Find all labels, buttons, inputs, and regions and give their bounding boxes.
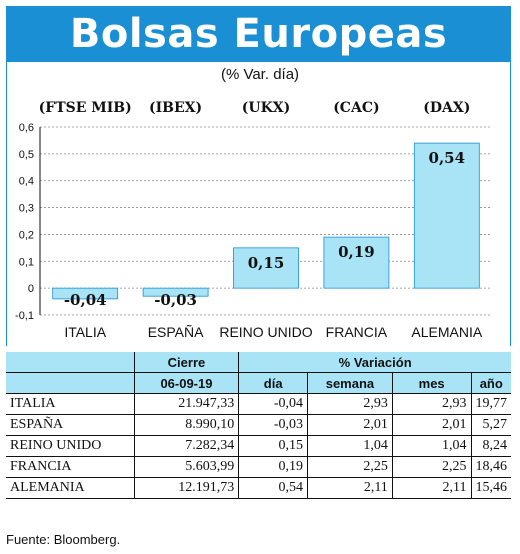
row-close: 5.603,99 xyxy=(133,456,239,478)
table-group-header-row: Cierre % Variación xyxy=(6,352,511,373)
y-tick-label: 0,5 xyxy=(19,149,34,161)
chart-frame xyxy=(6,62,511,346)
row-name: FRANCIA xyxy=(6,456,135,478)
bar xyxy=(323,236,390,289)
row-day: 0,15 xyxy=(238,435,308,457)
data-label: -0,03 xyxy=(154,291,197,309)
row-year: 8,24 xyxy=(470,435,511,457)
y-tick-label: 0 xyxy=(28,283,34,295)
data-label: 0,54 xyxy=(429,149,466,167)
row-close: 21.947,33 xyxy=(133,393,239,415)
row-week: 2,01 xyxy=(307,414,393,436)
table-row: ITALIA 21.947,33 -0,04 2,93 2,93 19,77 xyxy=(6,393,511,415)
index-label: (CAC) xyxy=(333,100,379,116)
x-category-label: ALEMANIA xyxy=(411,324,482,340)
bar xyxy=(52,287,119,300)
row-year: 5,27 xyxy=(470,414,511,436)
y-tick-label: 0,2 xyxy=(19,229,34,241)
table-sub-header-row: 06-09-19 día semana mes año xyxy=(6,372,511,394)
table-row: ALEMANIA 12.191,73 0,54 2,11 2,11 15,46 xyxy=(6,477,511,499)
header-date: 06-09-19 xyxy=(133,372,239,394)
bar xyxy=(142,287,209,297)
row-month: 2,25 xyxy=(391,456,471,478)
row-year: 19,77 xyxy=(470,393,511,415)
row-day: -0,04 xyxy=(238,393,308,415)
header-month: mes xyxy=(391,372,471,394)
y-tick-label: 0,3 xyxy=(19,203,34,215)
y-tick-label: 0,1 xyxy=(19,256,34,268)
row-week: 2,25 xyxy=(307,456,393,478)
bar-chart: 0,6 0,5 0,4 0,3 0,2 0,1 0 -0,1 -0,04 (FTSE MIB) IT… xyxy=(15,100,492,340)
row-year: 15,46 xyxy=(470,477,511,499)
bar xyxy=(233,247,299,289)
data-label: 0,19 xyxy=(338,243,375,261)
header-day: día xyxy=(238,372,308,394)
index-label: (IBEX) xyxy=(149,100,202,116)
data-label: 0,15 xyxy=(248,254,285,272)
row-name: ESPAÑA xyxy=(6,414,135,436)
row-name: REINO UNIDO xyxy=(6,435,135,457)
index-label: (FTSE MIB) xyxy=(39,100,132,116)
table-row: REINO UNIDO 7.282,34 0,15 1,04 1,04 8,24 xyxy=(6,435,511,457)
table-row: FRANCIA 5.603,99 0,19 2,25 2,25 18,46 xyxy=(6,456,511,478)
market-table: Cierre % Variación 06-09-19 día semana m… xyxy=(6,352,511,499)
row-week: 2,93 xyxy=(307,393,393,415)
data-label: -0,04 xyxy=(64,291,107,309)
x-category-label: ITALIA xyxy=(64,324,106,340)
header-variation: % Variación xyxy=(238,352,511,373)
x-category-label: REINO UNIDO xyxy=(219,324,312,340)
row-month: 2,11 xyxy=(391,477,471,499)
row-name: ITALIA xyxy=(6,393,135,415)
row-close: 8.990,10 xyxy=(133,414,239,436)
y-tick-label: 0,4 xyxy=(19,176,34,188)
row-name: ALEMANIA xyxy=(6,477,135,499)
chart-subtitle: (% Var. día) xyxy=(220,66,300,83)
row-close: 7.282,34 xyxy=(133,435,239,457)
row-close: 12.191,73 xyxy=(133,477,239,499)
row-day: 0,19 xyxy=(238,456,308,478)
row-week: 2,11 xyxy=(307,477,393,499)
table-row: ESPAÑA 8.990,10 -0,03 2,01 2,01 5,27 xyxy=(6,414,511,436)
row-month: 1,04 xyxy=(391,435,471,457)
index-label: (DAX) xyxy=(423,100,470,116)
x-category-label: FRANCIA xyxy=(326,324,388,340)
banner-title: Bolsas Europeas xyxy=(6,6,511,62)
row-day: 0,54 xyxy=(238,477,308,499)
x-category-label: ESPAÑA xyxy=(148,324,204,340)
row-day: -0,03 xyxy=(238,414,308,436)
source-note: Fuente: Bloomberg. xyxy=(6,532,121,547)
header-week: semana xyxy=(307,372,393,394)
header-close: Cierre xyxy=(133,352,239,373)
y-tick-label: 0,6 xyxy=(19,122,34,134)
y-tick-label: -0,1 xyxy=(15,310,34,322)
header-year: año xyxy=(470,372,511,394)
row-week: 1,04 xyxy=(307,435,393,457)
row-month: 2,01 xyxy=(391,414,471,436)
row-month: 2,93 xyxy=(391,393,471,415)
bar xyxy=(413,142,480,289)
index-label: (UKX) xyxy=(242,100,291,116)
row-year: 18,46 xyxy=(470,456,511,478)
